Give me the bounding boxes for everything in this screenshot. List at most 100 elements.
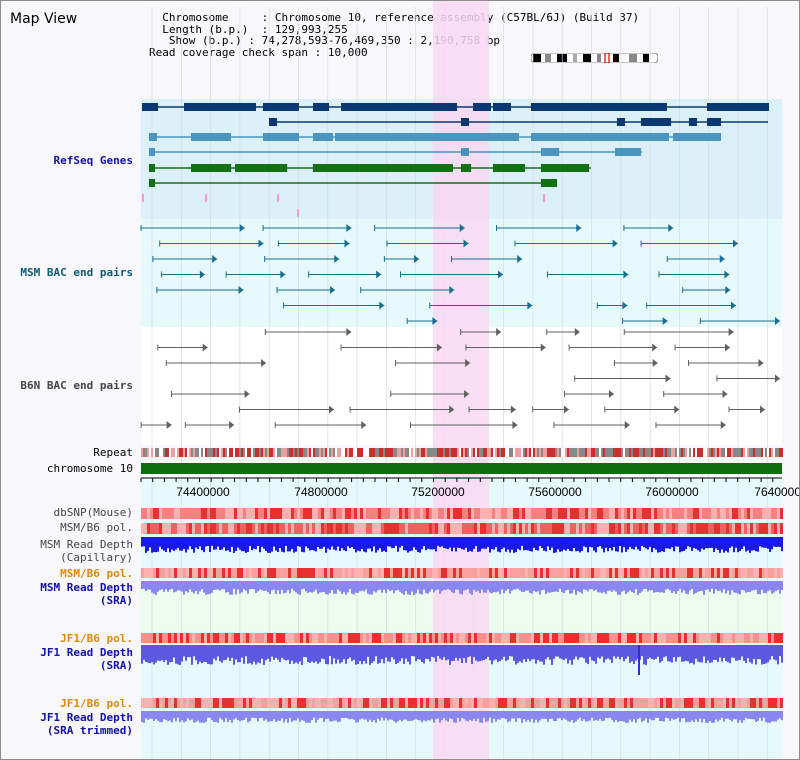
pol-mark (144, 698, 147, 708)
depth-mark (633, 711, 635, 720)
pol-mark (276, 523, 279, 534)
repeat-mark (645, 448, 647, 457)
repeat-mark (171, 448, 173, 457)
pol-mark (519, 508, 522, 519)
repeat-mark (705, 448, 707, 457)
depth-mark (195, 581, 197, 591)
depth-mark (147, 711, 149, 720)
repeat-mark (365, 448, 367, 457)
repeat-mark (767, 448, 769, 457)
pol-mark (171, 508, 174, 519)
depth-mark (557, 711, 559, 719)
depth-mark (567, 711, 569, 722)
depth-mark (603, 711, 605, 721)
depth-mark (697, 711, 699, 723)
gene-exon (191, 164, 231, 172)
depth-mark (277, 537, 279, 552)
depth-mark (497, 711, 499, 720)
depth-mark (449, 711, 451, 719)
depth-mark (431, 537, 433, 550)
pol-mark (756, 508, 759, 519)
depth-mark (159, 581, 161, 591)
repeat-mark (271, 448, 273, 457)
depth-mark (499, 645, 501, 662)
depth-mark (501, 537, 503, 550)
pol-mark (480, 633, 483, 643)
depth-mark (421, 537, 423, 550)
pol-mark (468, 523, 471, 534)
depth-mark (615, 537, 617, 552)
pol-mark (237, 633, 240, 643)
repeat-mark (199, 448, 201, 457)
pol-mark (663, 633, 666, 643)
pol-mark (735, 508, 738, 519)
depth-mark (397, 645, 399, 663)
repeat-mark (439, 448, 441, 457)
pol-mark (441, 508, 444, 519)
depth-mark (689, 581, 691, 591)
pol-mark (714, 508, 717, 519)
depth-mark (679, 711, 681, 723)
depth-mark (407, 581, 409, 595)
pol-mark (765, 508, 768, 519)
pol-mark (279, 633, 282, 643)
pol-mark (342, 568, 345, 578)
depth-mark (429, 645, 431, 662)
depth-mark (459, 537, 461, 549)
repeat-mark (235, 448, 237, 457)
pol-mark (375, 568, 378, 578)
pol-mark (189, 568, 192, 578)
repeat-mark (617, 448, 619, 457)
depth-mark (571, 711, 573, 721)
pol-mark (693, 568, 696, 578)
bac-end (463, 239, 469, 248)
depth-mark (767, 581, 769, 592)
pol-mark (498, 568, 501, 578)
depth-mark (333, 711, 335, 721)
pol-mark (270, 698, 273, 708)
bac-end (563, 405, 569, 414)
depth-mark (507, 581, 509, 589)
pol-mark (369, 633, 372, 643)
pol-mark (153, 523, 156, 534)
bac-end (574, 328, 580, 336)
depth-mark (329, 711, 331, 722)
pol-mark (696, 698, 699, 708)
bac-end (719, 255, 725, 263)
pol-mark (714, 523, 717, 534)
pol-mark (315, 523, 318, 534)
pol-mark (711, 568, 714, 578)
pol-mark (249, 568, 252, 578)
pol-mark (723, 633, 726, 643)
pol-mark (729, 568, 732, 578)
depth-mark (151, 581, 153, 593)
pol-mark (477, 633, 480, 643)
repeat-mark (667, 448, 669, 457)
pol-mark (294, 508, 297, 519)
depth-mark (223, 581, 225, 590)
pol-mark (612, 508, 615, 519)
depth-mark (323, 581, 325, 592)
pol-mark (216, 698, 219, 708)
depth-mark (215, 581, 217, 590)
pol-mark (591, 568, 594, 578)
pol-mark (543, 568, 546, 578)
depth-mark (169, 581, 171, 590)
depth-mark (409, 537, 411, 552)
depth-mark (411, 645, 413, 657)
repeat-mark (751, 448, 753, 457)
pol-mark (681, 698, 684, 708)
depth-mark (695, 645, 697, 659)
depth-mark (549, 645, 551, 660)
depth-mark (453, 581, 455, 594)
depth-mark (361, 645, 363, 665)
depth-mark (193, 537, 195, 553)
repeat-mark (389, 448, 391, 457)
depth-mark (573, 645, 575, 660)
depth-mark (157, 581, 159, 592)
pol-mark (738, 508, 741, 519)
pol-mark (549, 508, 552, 519)
bac-end (261, 359, 267, 367)
pol-mark (333, 568, 336, 578)
